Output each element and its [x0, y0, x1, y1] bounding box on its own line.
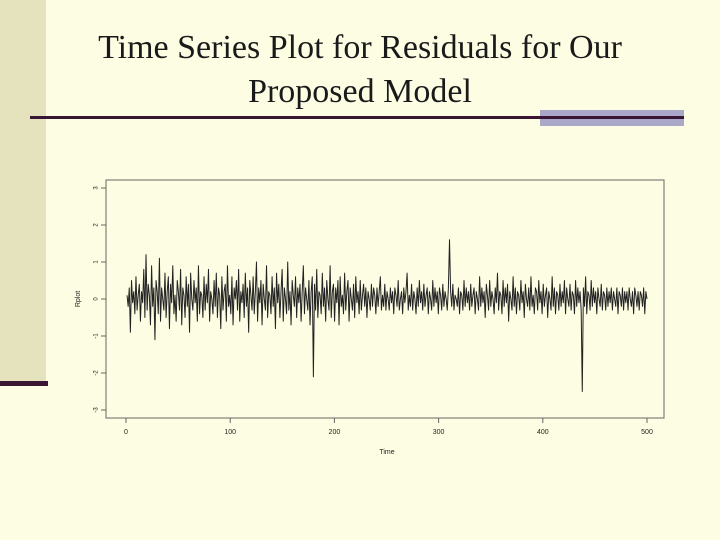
- x-tick-label: 400: [537, 429, 549, 436]
- x-tick-label: 200: [329, 429, 341, 436]
- residuals-series-line: [126, 239, 648, 392]
- x-tick-label: 100: [224, 429, 236, 436]
- x-axis-label: Time: [379, 449, 394, 456]
- y-tick-label: 0: [94, 297, 100, 301]
- slide-title-line-1: Time Series Plot for Residuals for Our: [98, 29, 622, 66]
- left-accent-bar: [0, 0, 46, 383]
- left-accent-bar-base: [0, 381, 48, 386]
- y-tick-label: 1: [94, 260, 100, 264]
- y-tick-label: -3: [94, 407, 100, 413]
- y-tick-label: 3: [94, 186, 100, 190]
- x-axis: 0 100 200 300 400 500: [124, 418, 653, 436]
- y-tick-label: -1: [94, 333, 100, 339]
- y-tick-label: -2: [94, 370, 100, 376]
- y-axis: -3 -2 -1 0 1 2 3: [94, 186, 106, 413]
- x-tick-label: 500: [641, 429, 653, 436]
- slide-title-line-2: Proposed Model: [248, 73, 472, 110]
- residuals-time-series-chart: 0 100 200 300 400 500 -3 -2 -1 0 1 2 3 Time Rplot: [75, 179, 665, 456]
- title-underline: [30, 116, 684, 119]
- slide-title: Time Series Plot for Residuals for Our P…: [60, 26, 660, 114]
- x-tick-label: 300: [433, 429, 445, 436]
- title-underline-accent: [540, 110, 684, 126]
- x-tick-label: 0: [124, 429, 128, 436]
- y-tick-label: 2: [94, 223, 100, 227]
- y-axis-label: Rplot: [75, 291, 82, 307]
